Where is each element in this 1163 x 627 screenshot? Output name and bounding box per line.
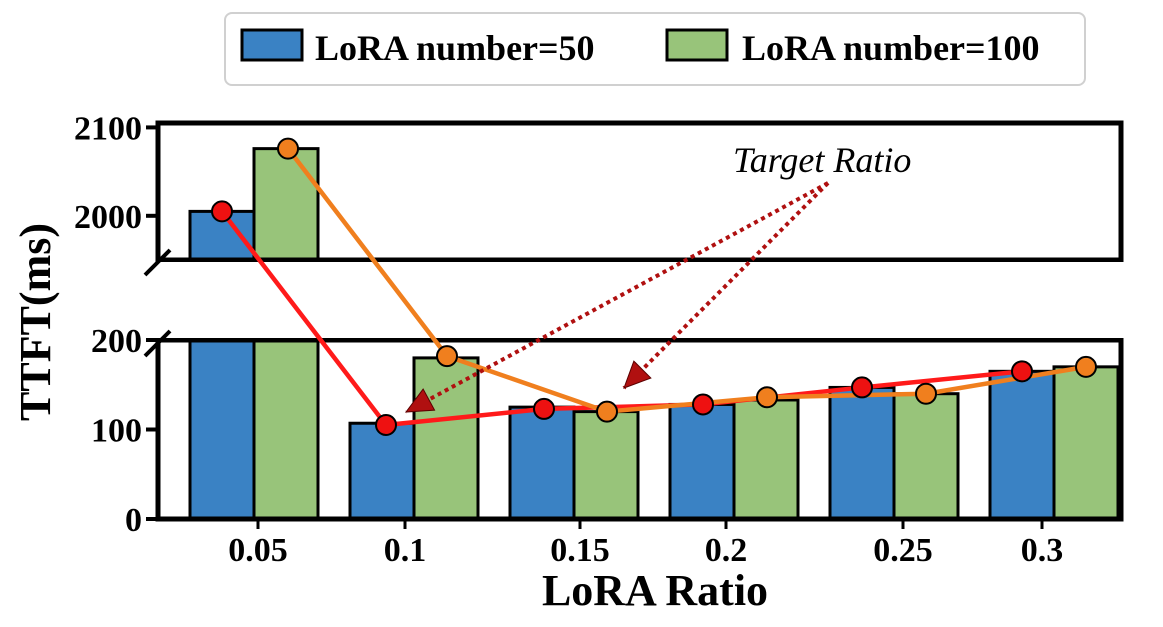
target-ratio-annotation: Target Ratio: [404, 140, 911, 414]
marker-0.05-s0: [211, 200, 233, 223]
annotation-arrow-head-0.15: [623, 360, 652, 389]
bar-0.25-s0: [828, 385, 896, 521]
lower-bars: [188, 338, 1120, 521]
marker-0.25-s0: [851, 376, 873, 399]
annotation-arrow-head-0.1: [404, 388, 436, 413]
bar-0.2-s0: [668, 402, 736, 521]
marker-0.1-s1: [436, 345, 458, 368]
bar-0.1-s1: [412, 356, 480, 521]
bar-0.3-s1: [1052, 365, 1120, 521]
legend-label-lora100: LoRA number=100: [742, 28, 1040, 68]
y-axis-ticks: 0 100 200 2000 2100: [74, 110, 158, 539]
bar-0.3-s0: [988, 369, 1056, 521]
bar-0.1-s0: [348, 421, 416, 521]
x-tick-label-0.1: 0.1: [384, 532, 427, 569]
y-tick-label-2000: 2000: [74, 199, 142, 236]
marker-0.2-s0: [692, 393, 714, 416]
x-tick-label-0.05: 0.05: [228, 532, 288, 569]
legend-frame: [224, 12, 1086, 86]
x-tick-label-0.25: 0.25: [873, 532, 933, 569]
marker-0.15-s1: [596, 400, 618, 423]
marker-0.3-s1: [1075, 355, 1097, 378]
upper-plot-frame: [155, 120, 1124, 263]
series-lines: [211, 137, 1097, 437]
bar-0.15-s0: [508, 405, 576, 521]
axis-break-mark-upper: [143, 248, 172, 277]
x-tick-label-0.15: 0.15: [550, 532, 610, 569]
marker-0.3-s0: [1011, 360, 1033, 383]
bar-0.2-s1: [732, 398, 800, 521]
legend-swatch-lora50: [240, 28, 304, 62]
y-tick-label-2100: 2100: [74, 110, 142, 147]
legend-label-lora50: LoRA number=50: [315, 28, 595, 68]
bar-0.05-s1-upper: [252, 147, 320, 262]
x-axis-ticks: 0.05 0.1 0.15 0.2 0.25 0.3: [228, 519, 1063, 569]
bar-0.05-s1-lower: [252, 338, 320, 521]
y-tick-label-200: 200: [91, 323, 142, 360]
annotation-arrow-line-0.1: [405, 181, 829, 414]
series-line-s0: [220, 210, 1023, 428]
x-tick-label-0.3: 0.3: [1021, 532, 1064, 569]
legend: LoRA number=50 LoRA number=100: [224, 12, 1086, 86]
marker-0.1-s0: [375, 414, 397, 437]
axis-break-gap: [150, 262, 1130, 338]
marker-0.15-s0: [533, 397, 555, 420]
marker-0.25-s1: [915, 382, 937, 405]
y-tick-label-100: 100: [91, 413, 142, 450]
series-line-s1: [286, 147, 1087, 414]
marker-0.2-s1: [756, 386, 778, 409]
legend-swatch-lora100: [665, 28, 729, 62]
axis-break-mark-lower: [143, 329, 172, 358]
x-tick-label-0.2: 0.2: [705, 532, 748, 569]
y-tick-label-0: 0: [125, 502, 142, 539]
bar-0.25-s1: [892, 392, 960, 521]
bar-0.05-s0-lower: [188, 338, 256, 521]
y-axis-title: TTFT(ms): [11, 223, 60, 421]
annotation-text: Target Ratio: [733, 140, 911, 180]
annotation-arrow-line-0.15: [622, 181, 830, 390]
bar-0.15-s1: [572, 410, 640, 521]
x-axis-title: LoRA Ratio: [542, 566, 768, 615]
marker-0.05-s1: [277, 137, 299, 160]
